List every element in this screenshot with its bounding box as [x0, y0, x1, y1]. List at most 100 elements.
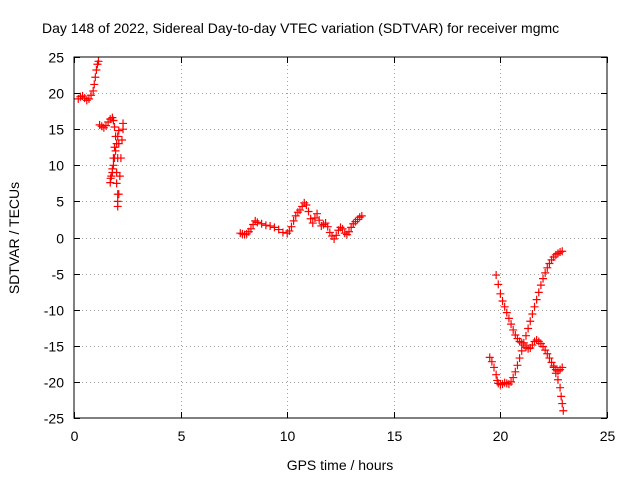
y-tick-label: -5	[52, 267, 65, 283]
data-point	[558, 247, 567, 256]
data-point	[504, 314, 513, 323]
series-arc-1	[74, 57, 103, 105]
data-point	[106, 174, 115, 183]
data-point	[496, 289, 505, 298]
data-point	[291, 211, 300, 220]
data-point	[557, 392, 566, 401]
data-point	[530, 302, 539, 311]
data-point	[558, 399, 567, 408]
data-point	[323, 222, 332, 231]
data-point	[521, 343, 530, 352]
data-point	[315, 216, 324, 225]
x-axis-label: GPS time / hours	[287, 457, 394, 473]
data-point	[543, 349, 552, 358]
data-point	[545, 259, 554, 268]
data-point	[502, 308, 511, 317]
data-point	[515, 354, 524, 363]
data-point	[492, 370, 501, 379]
data-point	[94, 57, 103, 66]
data-point	[539, 274, 548, 283]
data-point	[543, 263, 552, 272]
data-point	[509, 373, 518, 382]
data-point	[487, 357, 496, 366]
data-point	[270, 223, 279, 232]
data-point	[519, 338, 528, 347]
data-point	[498, 297, 507, 306]
y-tick-label: -20	[44, 375, 64, 391]
data-point	[524, 344, 533, 353]
series-arc-2	[95, 113, 128, 211]
data-point	[110, 143, 119, 152]
data-point	[274, 225, 283, 234]
data-point	[556, 383, 565, 392]
data-point	[111, 146, 120, 155]
y-tick-label: 5	[56, 194, 64, 210]
data-point	[338, 224, 347, 233]
data-point	[553, 375, 562, 384]
data-point	[353, 215, 362, 224]
data-markers	[74, 57, 568, 415]
series-arc-3	[236, 198, 366, 243]
y-axis-label: SDTVAR / TECUs	[6, 182, 22, 294]
data-point	[553, 367, 562, 376]
data-point	[507, 377, 516, 386]
data-point	[524, 324, 533, 333]
data-point	[500, 378, 509, 387]
data-point	[351, 217, 360, 226]
data-point	[485, 353, 494, 362]
data-point	[355, 213, 364, 222]
data-point	[500, 302, 509, 311]
x-tick-label: 25	[600, 428, 616, 444]
data-point	[494, 280, 503, 289]
data-point	[319, 220, 328, 229]
data-point	[266, 221, 275, 230]
data-point	[532, 295, 541, 304]
data-point	[549, 362, 558, 371]
data-point	[109, 116, 118, 125]
data-point	[119, 119, 128, 128]
data-point	[541, 346, 550, 355]
data-point	[308, 219, 317, 228]
data-point	[287, 222, 296, 231]
chart-title: Day 148 of 2022, Sidereal Day-to-day VTE…	[42, 20, 559, 36]
x-tick-label: 15	[387, 428, 403, 444]
data-point	[556, 365, 565, 374]
data-point	[357, 211, 366, 220]
data-point	[559, 406, 568, 415]
data-point	[112, 179, 121, 188]
data-point	[283, 229, 292, 238]
x-tick-label: 5	[178, 428, 186, 444]
data-point	[236, 229, 245, 238]
data-point	[87, 91, 96, 100]
data-point	[246, 224, 255, 233]
data-point	[349, 219, 358, 228]
data-point	[115, 172, 124, 181]
data-point	[293, 208, 302, 217]
data-point	[295, 206, 304, 215]
data-point	[300, 198, 309, 207]
y-tick-label: 10	[48, 158, 64, 174]
data-point	[504, 380, 513, 389]
data-point	[285, 227, 294, 236]
data-point	[110, 123, 119, 132]
data-point	[534, 288, 543, 297]
data-point	[91, 73, 100, 82]
y-tick-label: 15	[48, 122, 64, 138]
axis-ticks: 0 5 10 15 20 25 25 20 15 10 5 0 -5 -10 -15 -20 -25	[44, 50, 616, 445]
data-point	[347, 223, 356, 232]
data-point	[306, 214, 315, 223]
data-point	[92, 65, 101, 74]
data-point	[302, 201, 311, 210]
y-tick-label: 20	[48, 86, 64, 102]
data-point	[298, 202, 307, 211]
data-point	[278, 228, 287, 237]
data-point	[242, 229, 251, 238]
data-point	[332, 231, 341, 240]
data-point	[507, 320, 516, 329]
data-point	[502, 379, 511, 388]
data-point	[89, 86, 98, 95]
data-point	[553, 249, 562, 258]
data-point	[511, 367, 520, 376]
data-point	[541, 268, 550, 277]
data-point	[526, 317, 535, 326]
